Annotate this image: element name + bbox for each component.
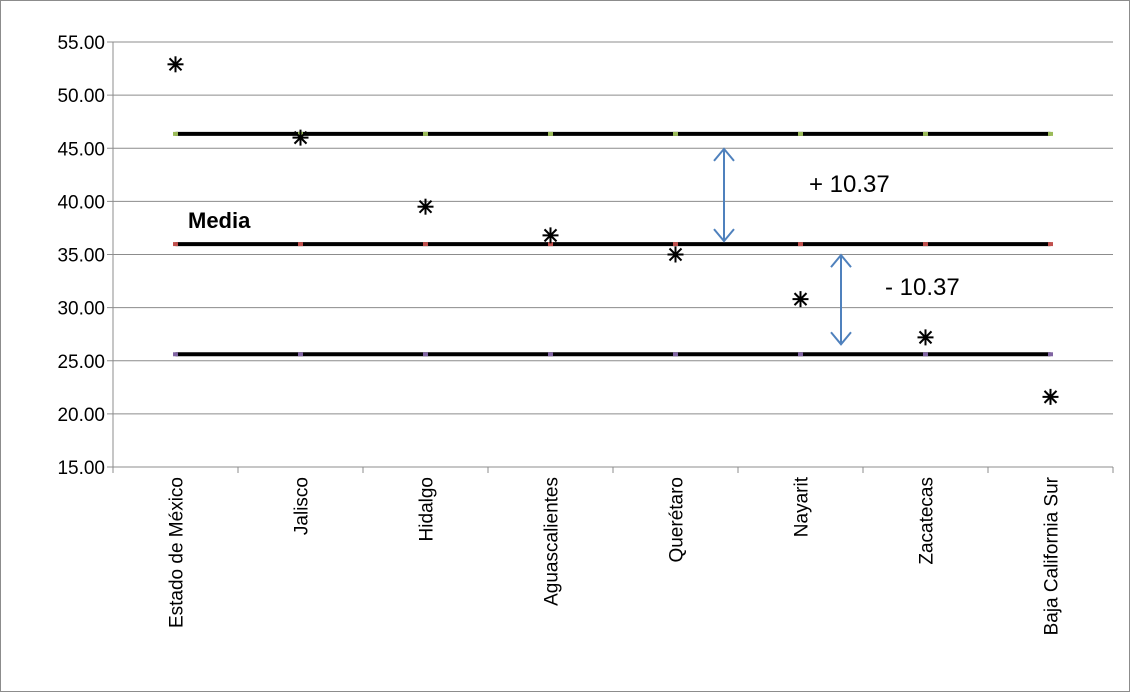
reference-marker: [798, 352, 803, 357]
y-tick-label: 40.00: [57, 192, 105, 213]
reference-marker: [673, 352, 678, 357]
reference-marker: [798, 131, 803, 136]
reference-marker: [423, 242, 428, 247]
marker-stroke: [543, 228, 558, 243]
annotation-arrows: [713, 147, 852, 346]
reference-marker: [798, 242, 803, 247]
reference-marker: [548, 242, 553, 247]
marker-stroke: [668, 247, 683, 262]
data-point: [167, 56, 184, 73]
lower-deviation-label: - 10.37: [885, 274, 960, 301]
reference-marker: [173, 242, 178, 247]
reference-marker: [173, 131, 178, 136]
y-tick-label: 35.00: [57, 246, 105, 267]
reference-marker: [1048, 352, 1053, 357]
x-category-label: Nayarit: [792, 476, 813, 537]
reference-marker: [548, 352, 553, 357]
reference-marker: [298, 242, 303, 247]
x-category-label: Baja California Sur: [1042, 476, 1063, 635]
reference-marker: [1048, 131, 1053, 136]
x-category-label: Jalisco: [292, 477, 313, 535]
reference-lines: [173, 131, 1053, 357]
data-point: [917, 329, 934, 346]
reference-marker: [673, 242, 678, 247]
lower-deviation-arrow: [830, 253, 852, 346]
media-label: Media: [188, 208, 251, 233]
data-point: [792, 291, 809, 308]
marker-stroke: [418, 199, 433, 214]
y-tick-label: 30.00: [57, 299, 105, 320]
reference-marker: [423, 352, 428, 357]
x-category-label: Estado de México: [167, 477, 188, 628]
x-category-label: Querétaro: [667, 477, 688, 563]
y-tick-label: 45.00: [57, 139, 105, 160]
reference-marker: [423, 131, 428, 136]
data-point: [417, 198, 434, 215]
data-points: [167, 56, 1059, 405]
reference-marker: [673, 131, 678, 136]
y-tick-label: 25.00: [57, 352, 105, 373]
y-tick-label: 55.00: [57, 33, 105, 54]
x-tick-labels: Estado de México Jalisco Hidalgo Aguascalie…: [167, 476, 1063, 635]
x-category-label: Zacatecas: [917, 477, 938, 565]
arrow-head: [713, 147, 735, 162]
y-tick-label: 20.00: [57, 405, 105, 426]
reference-marker: [548, 131, 553, 136]
axes: [107, 41, 1114, 473]
upper-deviation-label: + 10.37: [809, 171, 890, 198]
reference-marker: [298, 352, 303, 357]
gridlines: [113, 41, 1113, 468]
reference-marker: [923, 131, 928, 136]
x-category-label: Aguascalientes: [542, 477, 563, 606]
reference-marker: [923, 242, 928, 247]
upper-deviation-arrow: [713, 147, 735, 243]
y-tick-labels: 15.00 20.00 25.00 30.00 35.00 40.00 45.00 50.00…: [57, 33, 105, 479]
marker-stroke: [293, 130, 308, 145]
reference-marker: [173, 352, 178, 357]
data-point: [542, 227, 559, 244]
arrow-head: [830, 253, 852, 268]
data-point: [667, 246, 684, 263]
reference-marker: [1048, 242, 1053, 247]
x-category-label: Hidalgo: [417, 477, 438, 541]
arrow-head: [830, 331, 852, 346]
y-tick-label: 15.00: [57, 458, 105, 479]
marker-stroke: [1043, 390, 1058, 404]
data-point: [292, 129, 309, 146]
marker-stroke: [168, 57, 183, 72]
y-tick-label: 50.00: [57, 86, 105, 107]
arrow-head: [713, 228, 735, 243]
marker-stroke: [918, 330, 933, 345]
data-point: [1042, 388, 1059, 405]
marker-stroke: [793, 292, 808, 306]
reference-marker: [923, 352, 928, 357]
